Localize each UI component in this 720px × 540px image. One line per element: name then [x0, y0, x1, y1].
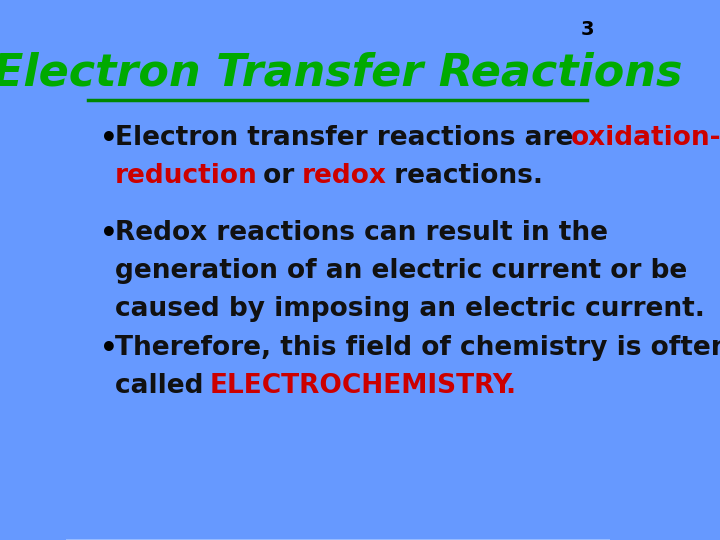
Text: •: •: [100, 125, 117, 153]
Text: Redox reactions can result in the: Redox reactions can result in the: [115, 220, 608, 246]
Text: generation of an electric current or be: generation of an electric current or be: [115, 258, 687, 284]
Text: Therefore, this field of chemistry is often: Therefore, this field of chemistry is of…: [115, 335, 720, 361]
Text: •: •: [100, 220, 117, 248]
Text: or: or: [254, 163, 303, 189]
Text: .: .: [505, 373, 516, 399]
Text: caused by imposing an electric current.: caused by imposing an electric current.: [115, 296, 705, 322]
Text: called: called: [115, 373, 212, 399]
Text: redox: redox: [302, 163, 387, 189]
Text: reactions.: reactions.: [384, 163, 543, 189]
Text: Electron Transfer Reactions: Electron Transfer Reactions: [0, 52, 683, 95]
Text: oxidation-: oxidation-: [570, 125, 720, 151]
Text: 3: 3: [581, 20, 595, 39]
Text: ELECTROCHEMISTRY: ELECTROCHEMISTRY: [210, 373, 513, 399]
Text: reduction: reduction: [115, 163, 258, 189]
Text: Electron transfer reactions are: Electron transfer reactions are: [115, 125, 582, 151]
Text: •: •: [100, 335, 117, 363]
